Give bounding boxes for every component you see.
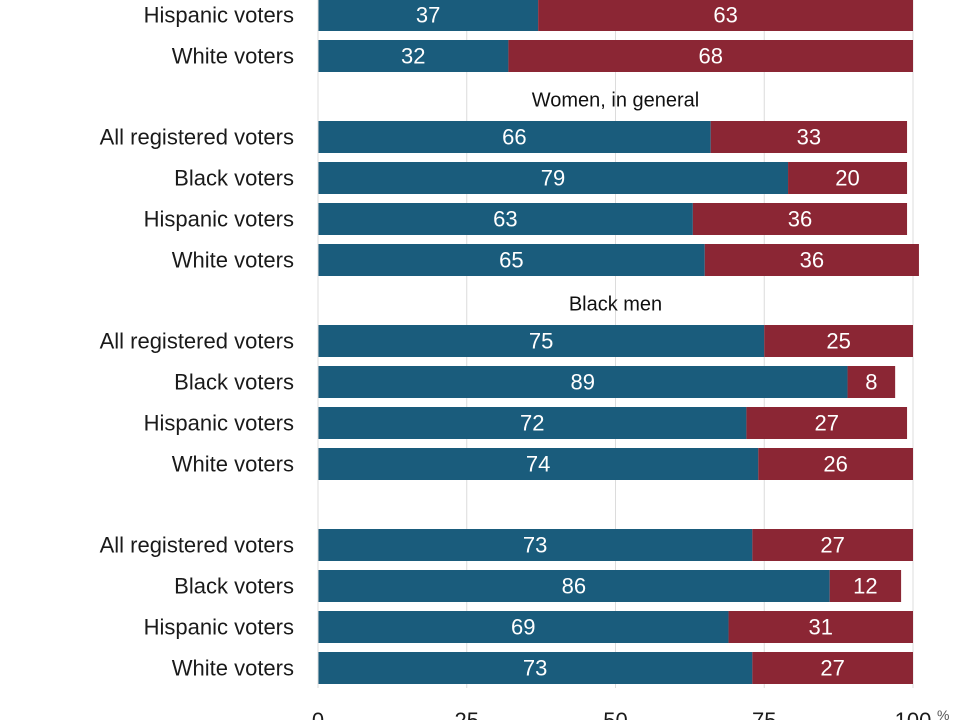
- row-label: All registered voters: [100, 329, 294, 354]
- bar-segment-second: [847, 366, 896, 398]
- row-label: White voters: [172, 248, 294, 273]
- bar-value-label: 12: [853, 574, 877, 599]
- bar-value-label: 73: [523, 533, 547, 558]
- bar-value-label: 26: [823, 452, 847, 477]
- x-tick-label-100: 100: [895, 708, 932, 720]
- row-label: White voters: [172, 452, 294, 477]
- group-label-1: Women, in general: [532, 89, 700, 111]
- bar-segment-first: [318, 325, 765, 357]
- x-axis: 0 25 50 75 100%: [312, 0, 949, 720]
- row-labels: Hispanic voters White voters All registere…: [100, 3, 294, 681]
- row-label: Hispanic voters: [144, 411, 294, 436]
- bar-segment-first: [318, 244, 705, 276]
- bar-segment-second: [829, 570, 902, 602]
- bar-segment-second: [758, 448, 913, 480]
- bar-segment-second: [704, 244, 919, 276]
- bar-value-label: 36: [788, 207, 812, 232]
- row-label: White voters: [172, 656, 294, 681]
- bars: 37 63 32 68 66 33 79 20 63 36 65 36 75 25 89 8 72 27 74 26 7…: [318, 0, 919, 684]
- bar-value-label: 25: [826, 329, 850, 354]
- group-label-2: Black men: [569, 293, 662, 315]
- bar-value-label: 27: [820, 533, 844, 558]
- bar-segment-first: [318, 0, 539, 31]
- bar-value-label: 63: [493, 207, 517, 232]
- bar-segment-second: [764, 325, 913, 357]
- x-tick-label-75: 75: [752, 708, 776, 720]
- bar-segment-first: [318, 407, 747, 439]
- bar-value-label: 33: [797, 125, 821, 150]
- bar-segment-first: [318, 570, 830, 602]
- bar-segment-first: [318, 448, 759, 480]
- bar-value-label: 31: [809, 615, 833, 640]
- bar-value-label: 27: [814, 411, 838, 436]
- bar-value-label: 69: [511, 615, 535, 640]
- bar-segment-first: [318, 203, 693, 235]
- row-label: White voters: [172, 44, 294, 69]
- row-label: Hispanic voters: [144, 3, 294, 28]
- row-label: Hispanic voters: [144, 207, 294, 232]
- x-tick-label-25: 25: [455, 708, 479, 720]
- bar-value-label: 68: [698, 44, 722, 69]
- x-axis-unit: %: [937, 707, 949, 720]
- bar-segment-first: [318, 652, 753, 684]
- row-label: Black voters: [174, 166, 294, 191]
- group-labels: Women, in general Black men: [532, 89, 700, 315]
- bar-value-label: 36: [800, 248, 824, 273]
- bar-value-label: 66: [502, 125, 526, 150]
- bar-value-label: 72: [520, 411, 544, 436]
- bar-value-label: 79: [541, 166, 565, 191]
- row-label: All registered voters: [100, 533, 294, 558]
- x-tick-label-0: 0: [312, 708, 324, 720]
- row-label: All registered voters: [100, 125, 294, 150]
- bar-segment-first: [318, 611, 729, 643]
- bar-segment-first: [318, 40, 509, 72]
- bar-segment-second: [788, 162, 908, 194]
- bar-value-label: 74: [526, 452, 550, 477]
- bar-segment-second: [752, 652, 913, 684]
- bar-value-label: 65: [499, 248, 523, 273]
- bar-segment-second: [538, 0, 913, 31]
- bar-segment-second: [692, 203, 908, 235]
- bar-value-label: 32: [401, 44, 425, 69]
- bar-value-label: 73: [523, 656, 547, 681]
- bar-value-label: 37: [416, 3, 440, 28]
- bar-value-label: 86: [562, 574, 586, 599]
- row-label: Black voters: [174, 574, 294, 599]
- bar-value-label: 63: [713, 3, 737, 28]
- bar-value-label: 75: [529, 329, 553, 354]
- bar-segment-second: [752, 529, 913, 561]
- bar-value-label: 89: [571, 370, 595, 395]
- bar-segment-first: [318, 121, 711, 153]
- bar-segment-first: [318, 162, 789, 194]
- bar-segment-first: [318, 529, 753, 561]
- bar-value-label: 20: [835, 166, 859, 191]
- row-label: Black voters: [174, 370, 294, 395]
- bar-value-label: 8: [865, 370, 877, 395]
- x-tick-label-50: 50: [603, 708, 627, 720]
- bar-value-label: 27: [820, 656, 844, 681]
- bar-segment-first: [318, 366, 848, 398]
- bar-segment-second: [728, 611, 913, 643]
- bar-segment-second: [508, 40, 913, 72]
- row-label: Hispanic voters: [144, 615, 294, 640]
- bar-segment-second: [710, 121, 908, 153]
- bar-segment-second: [746, 407, 908, 439]
